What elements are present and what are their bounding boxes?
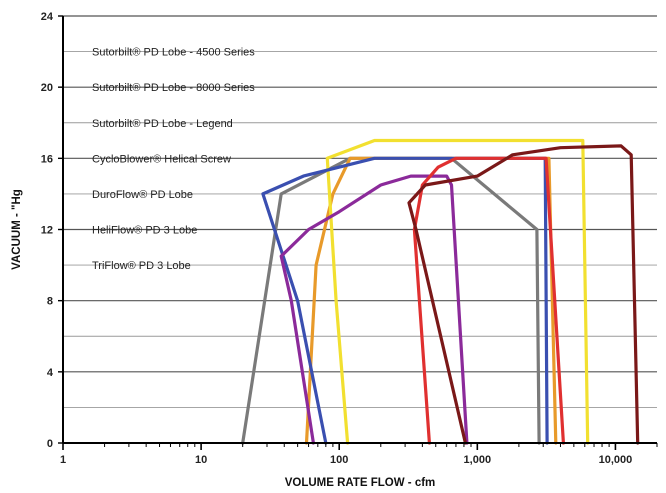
y-tick-label: 12 [41, 225, 53, 237]
legend-entry: DuroFlow® PD Lobe [92, 189, 193, 201]
legend-entry: Sutorbilt® PD Lobe - Legend [92, 118, 233, 130]
series-line [325, 138, 590, 445]
legend-entry: CycloBlower® Helical Screw [92, 153, 231, 165]
y-tick-label: 20 [41, 82, 53, 94]
y-axis-title: VACUUM - "Hg [11, 189, 23, 270]
legend-entry: Sutorbilt® PD Lobe - 4500 Series [92, 47, 255, 59]
x-tick-label: 100 [330, 454, 348, 466]
y-tick-label: 0 [47, 438, 53, 450]
y-tick-label: 4 [47, 367, 54, 379]
legend-entry: TriFlow® PD 3 Lobe [92, 260, 191, 272]
y-tick-label: 24 [41, 11, 54, 23]
legend: Sutorbilt® PD Lobe - 4500 Series Sutorbil… [92, 47, 255, 273]
x-axis-title: VOLUME RATE FLOW - cfm [285, 477, 436, 489]
series-line [412, 156, 566, 445]
data-series [241, 138, 640, 445]
series-line [407, 144, 640, 445]
x-tick-label: 10,000 [599, 454, 633, 466]
y-tick-label: 8 [47, 296, 53, 308]
legend-entry: HeliFlow® PD 3 Lobe [92, 225, 197, 237]
y-tick-label: 16 [41, 153, 53, 165]
x-tick-label: 1 [60, 454, 66, 466]
legend-entry: Sutorbilt® PD Lobe - 8000 Series [92, 82, 255, 94]
x-tick-label: 10 [195, 454, 207, 466]
axis-ticks: 1 10 100 1,000 10,000 0 4 8 12 16 20 24 [41, 11, 658, 466]
x-tick-label: 1,000 [464, 454, 492, 466]
